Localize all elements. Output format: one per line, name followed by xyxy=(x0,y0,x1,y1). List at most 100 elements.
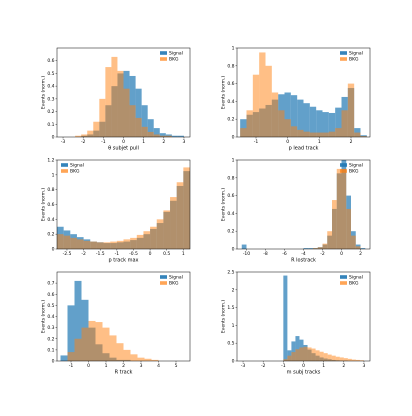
bar xyxy=(136,118,142,137)
bar xyxy=(93,122,99,137)
bar xyxy=(344,358,348,361)
bar xyxy=(163,210,170,249)
bar xyxy=(142,127,148,137)
bar xyxy=(124,89,130,137)
legend-swatch xyxy=(340,57,347,61)
bar xyxy=(291,352,295,361)
x-tick-label: 2 xyxy=(359,251,362,257)
y-tick-label: 0.5 xyxy=(47,71,54,77)
bar xyxy=(323,133,329,137)
bar xyxy=(323,244,328,249)
bar xyxy=(259,52,265,137)
bar xyxy=(177,182,184,249)
bar xyxy=(285,119,291,137)
bar xyxy=(96,322,103,361)
bar xyxy=(354,133,360,137)
bar xyxy=(310,133,316,137)
bar xyxy=(130,238,137,249)
legend-label: BKG xyxy=(169,57,179,63)
bar xyxy=(304,132,310,137)
bar xyxy=(99,99,105,137)
x-tick-label: 0 xyxy=(149,251,152,257)
y-tick-label: 0.6 xyxy=(227,81,234,87)
x-tick-label: 1 xyxy=(105,363,108,369)
legend-swatch xyxy=(340,51,347,55)
x-tick-label: -2.5 xyxy=(63,251,72,257)
bar xyxy=(154,134,160,137)
x-tick-label: 0 xyxy=(122,139,125,145)
bar xyxy=(308,347,312,361)
legend-label: Signal xyxy=(349,51,363,57)
bar xyxy=(89,321,96,361)
bar xyxy=(242,245,247,249)
bar xyxy=(90,242,97,249)
y-tick-label: 0.8 xyxy=(47,187,54,193)
x-tick-label: 1 xyxy=(182,251,185,257)
bar xyxy=(332,356,336,361)
y-tick-label: 0.4 xyxy=(47,84,54,90)
y-tick-label: 0.3 xyxy=(47,96,54,102)
y-tick-label: 1 xyxy=(232,323,235,329)
y-tick-label: 1 xyxy=(232,158,235,164)
bar xyxy=(348,84,354,137)
x-tick-label: -1.5 xyxy=(96,251,105,257)
bar xyxy=(97,242,104,249)
x-tick-label: 0 xyxy=(340,251,343,257)
legend-swatch xyxy=(160,57,167,61)
bar xyxy=(342,169,347,249)
bar xyxy=(240,128,246,137)
bar xyxy=(351,236,356,249)
bar xyxy=(61,355,68,361)
y-tick-label: 1 xyxy=(52,172,55,178)
bar xyxy=(70,238,77,249)
bar xyxy=(320,352,324,361)
bar xyxy=(337,169,342,249)
y-axis-label: Events (norm.) xyxy=(221,188,227,222)
bar xyxy=(77,239,84,249)
bar xyxy=(278,110,284,137)
x-tick-label: 1 xyxy=(142,139,145,145)
bar xyxy=(316,133,322,137)
bar xyxy=(348,359,352,361)
bar xyxy=(283,276,287,361)
bar xyxy=(110,242,117,249)
y-tick-label: 0 xyxy=(52,359,55,365)
legend-swatch xyxy=(160,275,167,279)
bar xyxy=(103,328,110,361)
bar xyxy=(346,209,351,249)
bar xyxy=(266,66,272,137)
x-tick-label: 0 xyxy=(87,363,90,369)
legend-swatch xyxy=(61,169,68,173)
x-tick-label: 2 xyxy=(342,363,345,369)
y-tick-label: 0.6 xyxy=(47,58,54,64)
y-tick-label: 2.5 xyxy=(227,270,234,276)
bar xyxy=(130,105,136,137)
bar xyxy=(64,236,71,249)
legend-swatch xyxy=(160,281,167,285)
x-tick-label: 0 xyxy=(286,139,289,145)
x-axis-label: R track xyxy=(115,370,133,376)
bar xyxy=(253,75,259,137)
x-tick-label: -8 xyxy=(263,251,268,257)
y-tick-label: 0.7 xyxy=(47,281,54,287)
legend-label: BKG xyxy=(70,169,80,175)
y-tick-label: 0.5 xyxy=(227,341,234,347)
bar xyxy=(117,241,124,249)
bar xyxy=(124,350,131,361)
x-tick-label: -3 xyxy=(241,363,246,369)
y-tick-label: 0 xyxy=(232,359,235,365)
y-tick-label: 2 xyxy=(232,287,235,293)
bar xyxy=(105,67,111,137)
x-tick-label: 3 xyxy=(183,139,186,145)
bar xyxy=(316,350,320,361)
legend-label: Signal xyxy=(169,275,183,281)
x-tick-label: -1 xyxy=(115,251,120,257)
bar xyxy=(131,354,138,361)
x-axis-label: R lostrack xyxy=(291,258,316,264)
x-tick-label: -6 xyxy=(282,251,287,257)
y-tick-label: 0.2 xyxy=(227,117,234,123)
y-tick-label: 0 xyxy=(52,247,55,253)
